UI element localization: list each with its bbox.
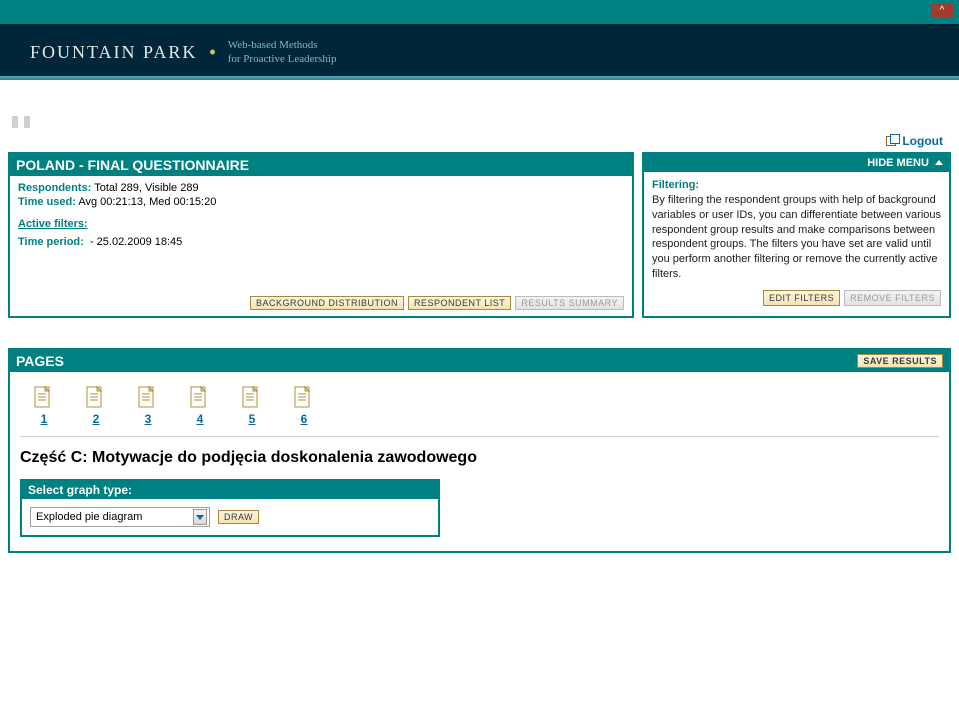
timeperiod-label: Time period:: [18, 236, 84, 248]
filtering-panel-body: Filtering: By filtering the respondent g…: [644, 172, 949, 312]
divider: [20, 436, 939, 437]
hide-menu-label: HIDE MENU: [867, 157, 929, 169]
questionnaire-panel-body: Respondents: Total 289, Visible 289 Time…: [10, 176, 632, 316]
brand-strip: FOUNTAIN PARK • Web-based Methods for Pr…: [0, 24, 959, 80]
results-summary-button[interactable]: RESULTS SUMMARY: [515, 296, 624, 310]
brand-separator: •: [209, 42, 215, 63]
chevron-up-icon: [935, 160, 943, 165]
page-link-1[interactable]: 1: [32, 386, 56, 426]
graph-type-select[interactable]: Exploded pie diagram: [30, 507, 210, 527]
pages-panel-head: PAGES SAVE RESULTS: [10, 350, 949, 372]
top-bar: ^: [0, 0, 959, 24]
page-number: 2: [93, 412, 100, 426]
brand-name: FOUNTAIN PARK: [30, 42, 197, 63]
draw-button[interactable]: DRAW: [218, 510, 259, 524]
chevron-down-icon: [193, 509, 207, 525]
logout-bar: Logout: [0, 128, 959, 152]
hide-menu-button[interactable]: HIDE MENU: [867, 157, 943, 169]
external-link-icon: [886, 136, 896, 146]
page-number: 3: [145, 412, 152, 426]
page-link-5[interactable]: 5: [240, 386, 264, 426]
questionnaire-title: POLAND - FINAL QUESTIONNAIRE: [16, 157, 249, 173]
questionnaire-panel-head: POLAND - FINAL QUESTIONNAIRE: [10, 154, 632, 176]
pages-panel: PAGES SAVE RESULTS 1 2 3 4: [8, 348, 951, 553]
remove-filters-button[interactable]: REMOVE FILTERS: [844, 290, 941, 306]
section-title: Część C: Motywacje do podjęcia doskonale…: [20, 449, 939, 467]
page-number: 6: [301, 412, 308, 426]
page-icon: [294, 386, 314, 410]
graph-type-panel: Select graph type: Exploded pie diagram …: [20, 479, 440, 537]
page-number: 4: [197, 412, 204, 426]
page-icon: [138, 386, 158, 410]
collapse-icon[interactable]: ^: [931, 4, 953, 18]
page-link-4[interactable]: 4: [188, 386, 212, 426]
background-distribution-button[interactable]: BACKGROUND DISTRIBUTION: [250, 296, 404, 310]
filtering-panel: HIDE MENU Filtering: By filtering the re…: [642, 152, 951, 318]
page-link-6[interactable]: 6: [292, 386, 316, 426]
page-number: 1: [41, 412, 48, 426]
page-icon: [242, 386, 262, 410]
logout-label: Logout: [902, 134, 943, 148]
pages-panel-body: 1 2 3 4 5: [10, 372, 949, 551]
filtering-buttons: EDIT FILTERS REMOVE FILTERS: [763, 290, 941, 306]
respondent-list-button[interactable]: RESPONDENT LIST: [408, 296, 511, 310]
brand-tagline: Web-based Methods for Proactive Leadersh…: [228, 38, 337, 67]
brand-tagline-line2: for Proactive Leadership: [228, 53, 337, 65]
page-icon: [34, 386, 54, 410]
page-icon: [190, 386, 210, 410]
page-icon: [86, 386, 106, 410]
respondents-label: Respondents:: [18, 182, 91, 194]
graph-type-selected: Exploded pie diagram: [36, 511, 142, 523]
page-icons-row: 1 2 3 4 5: [20, 380, 939, 430]
graph-type-body: Exploded pie diagram DRAW: [22, 499, 438, 535]
questionnaire-panel: POLAND - FINAL QUESTIONNAIRE Respondents…: [8, 152, 634, 318]
graph-type-title: Select graph type:: [22, 481, 438, 499]
respondents-value: Total 289, Visible 289: [94, 182, 198, 194]
page-number: 5: [249, 412, 256, 426]
page-link-3[interactable]: 3: [136, 386, 160, 426]
filtering-text: By filtering the respondent groups with …: [652, 193, 945, 282]
filtering-title: Filtering:: [652, 178, 945, 193]
timeused-value: Avg 00:21:13, Med 00:15:20: [78, 196, 216, 208]
questionnaire-buttons: BACKGROUND DISTRIBUTION RESPONDENT LIST …: [250, 296, 624, 310]
filtering-panel-head: HIDE MENU: [644, 154, 949, 172]
page-link-2[interactable]: 2: [84, 386, 108, 426]
side-markers: [0, 116, 959, 128]
save-results-button[interactable]: SAVE RESULTS: [857, 354, 943, 368]
brand-tagline-line1: Web-based Methods: [228, 39, 318, 51]
edit-filters-button[interactable]: EDIT FILTERS: [763, 290, 840, 306]
logout-link[interactable]: Logout: [886, 134, 943, 148]
pages-title: PAGES: [16, 353, 64, 369]
timeused-label: Time used:: [18, 196, 76, 208]
timeperiod-value: - 25.02.2009 18:45: [90, 236, 182, 248]
active-filters-link[interactable]: Active filters:: [18, 218, 88, 230]
